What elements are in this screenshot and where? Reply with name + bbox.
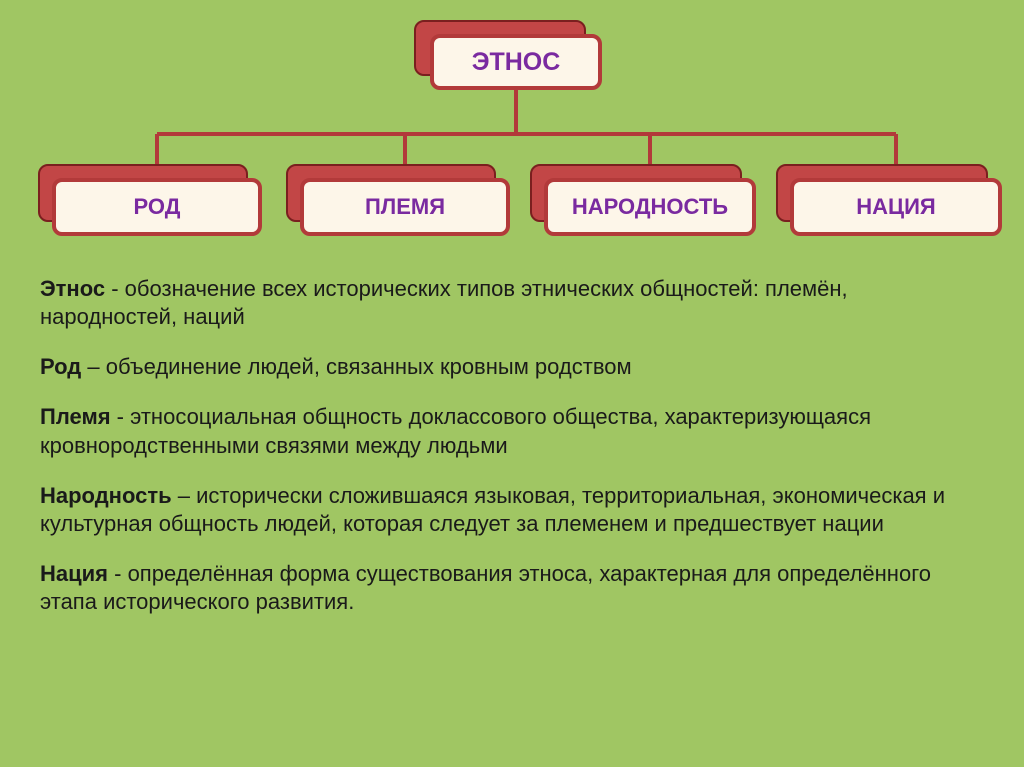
term: Племя: [40, 404, 111, 429]
child-node-rod: РОД: [52, 178, 262, 236]
def-text: – объединение людей, связанных кровным р…: [81, 354, 631, 379]
child-label: РОД: [128, 190, 187, 223]
def-text: - этносоциальная общность доклассового о…: [40, 404, 871, 457]
def-text: – исторически сложившаяся языковая, терр…: [40, 483, 945, 536]
child-node-plemya: ПЛЕМЯ: [300, 178, 510, 236]
child-label: ПЛЕМЯ: [359, 190, 451, 223]
child-node-narodnost: НАРОДНОСТЬ: [544, 178, 756, 236]
def-text: - обозначение всех исторических типов эт…: [40, 276, 848, 329]
definition-rod: Род – объединение людей, связанных кровн…: [40, 353, 984, 381]
root-label: ЭТНОС: [466, 44, 567, 81]
definition-plemya: Племя - этносоциальная общность доклассо…: [40, 403, 984, 459]
child-node-natsiya: НАЦИЯ: [790, 178, 1002, 236]
slide-canvas: ЭТНОС РОД ПЛЕМЯ НАРОДНОСТЬ НАЦИЯ Этнос -…: [0, 0, 1024, 767]
term: Нация: [40, 561, 108, 586]
definition-etnos: Этнос - обозначение всех исторических ти…: [40, 275, 984, 331]
definition-natsiya: Нация - определённая форма существования…: [40, 560, 984, 616]
definitions-block: Этнос - обозначение всех исторических ти…: [40, 275, 984, 616]
definition-narodnost: Народность – исторически сложившаяся язы…: [40, 482, 984, 538]
hierarchy-diagram: ЭТНОС РОД ПЛЕМЯ НАРОДНОСТЬ НАЦИЯ: [40, 28, 984, 263]
term: Этнос: [40, 276, 105, 301]
term: Народность: [40, 483, 172, 508]
child-label: НАЦИЯ: [850, 190, 941, 223]
def-text: - определённая форма существования этнос…: [40, 561, 931, 614]
child-label: НАРОДНОСТЬ: [566, 190, 734, 223]
term: Род: [40, 354, 81, 379]
root-node: ЭТНОС: [430, 34, 602, 90]
